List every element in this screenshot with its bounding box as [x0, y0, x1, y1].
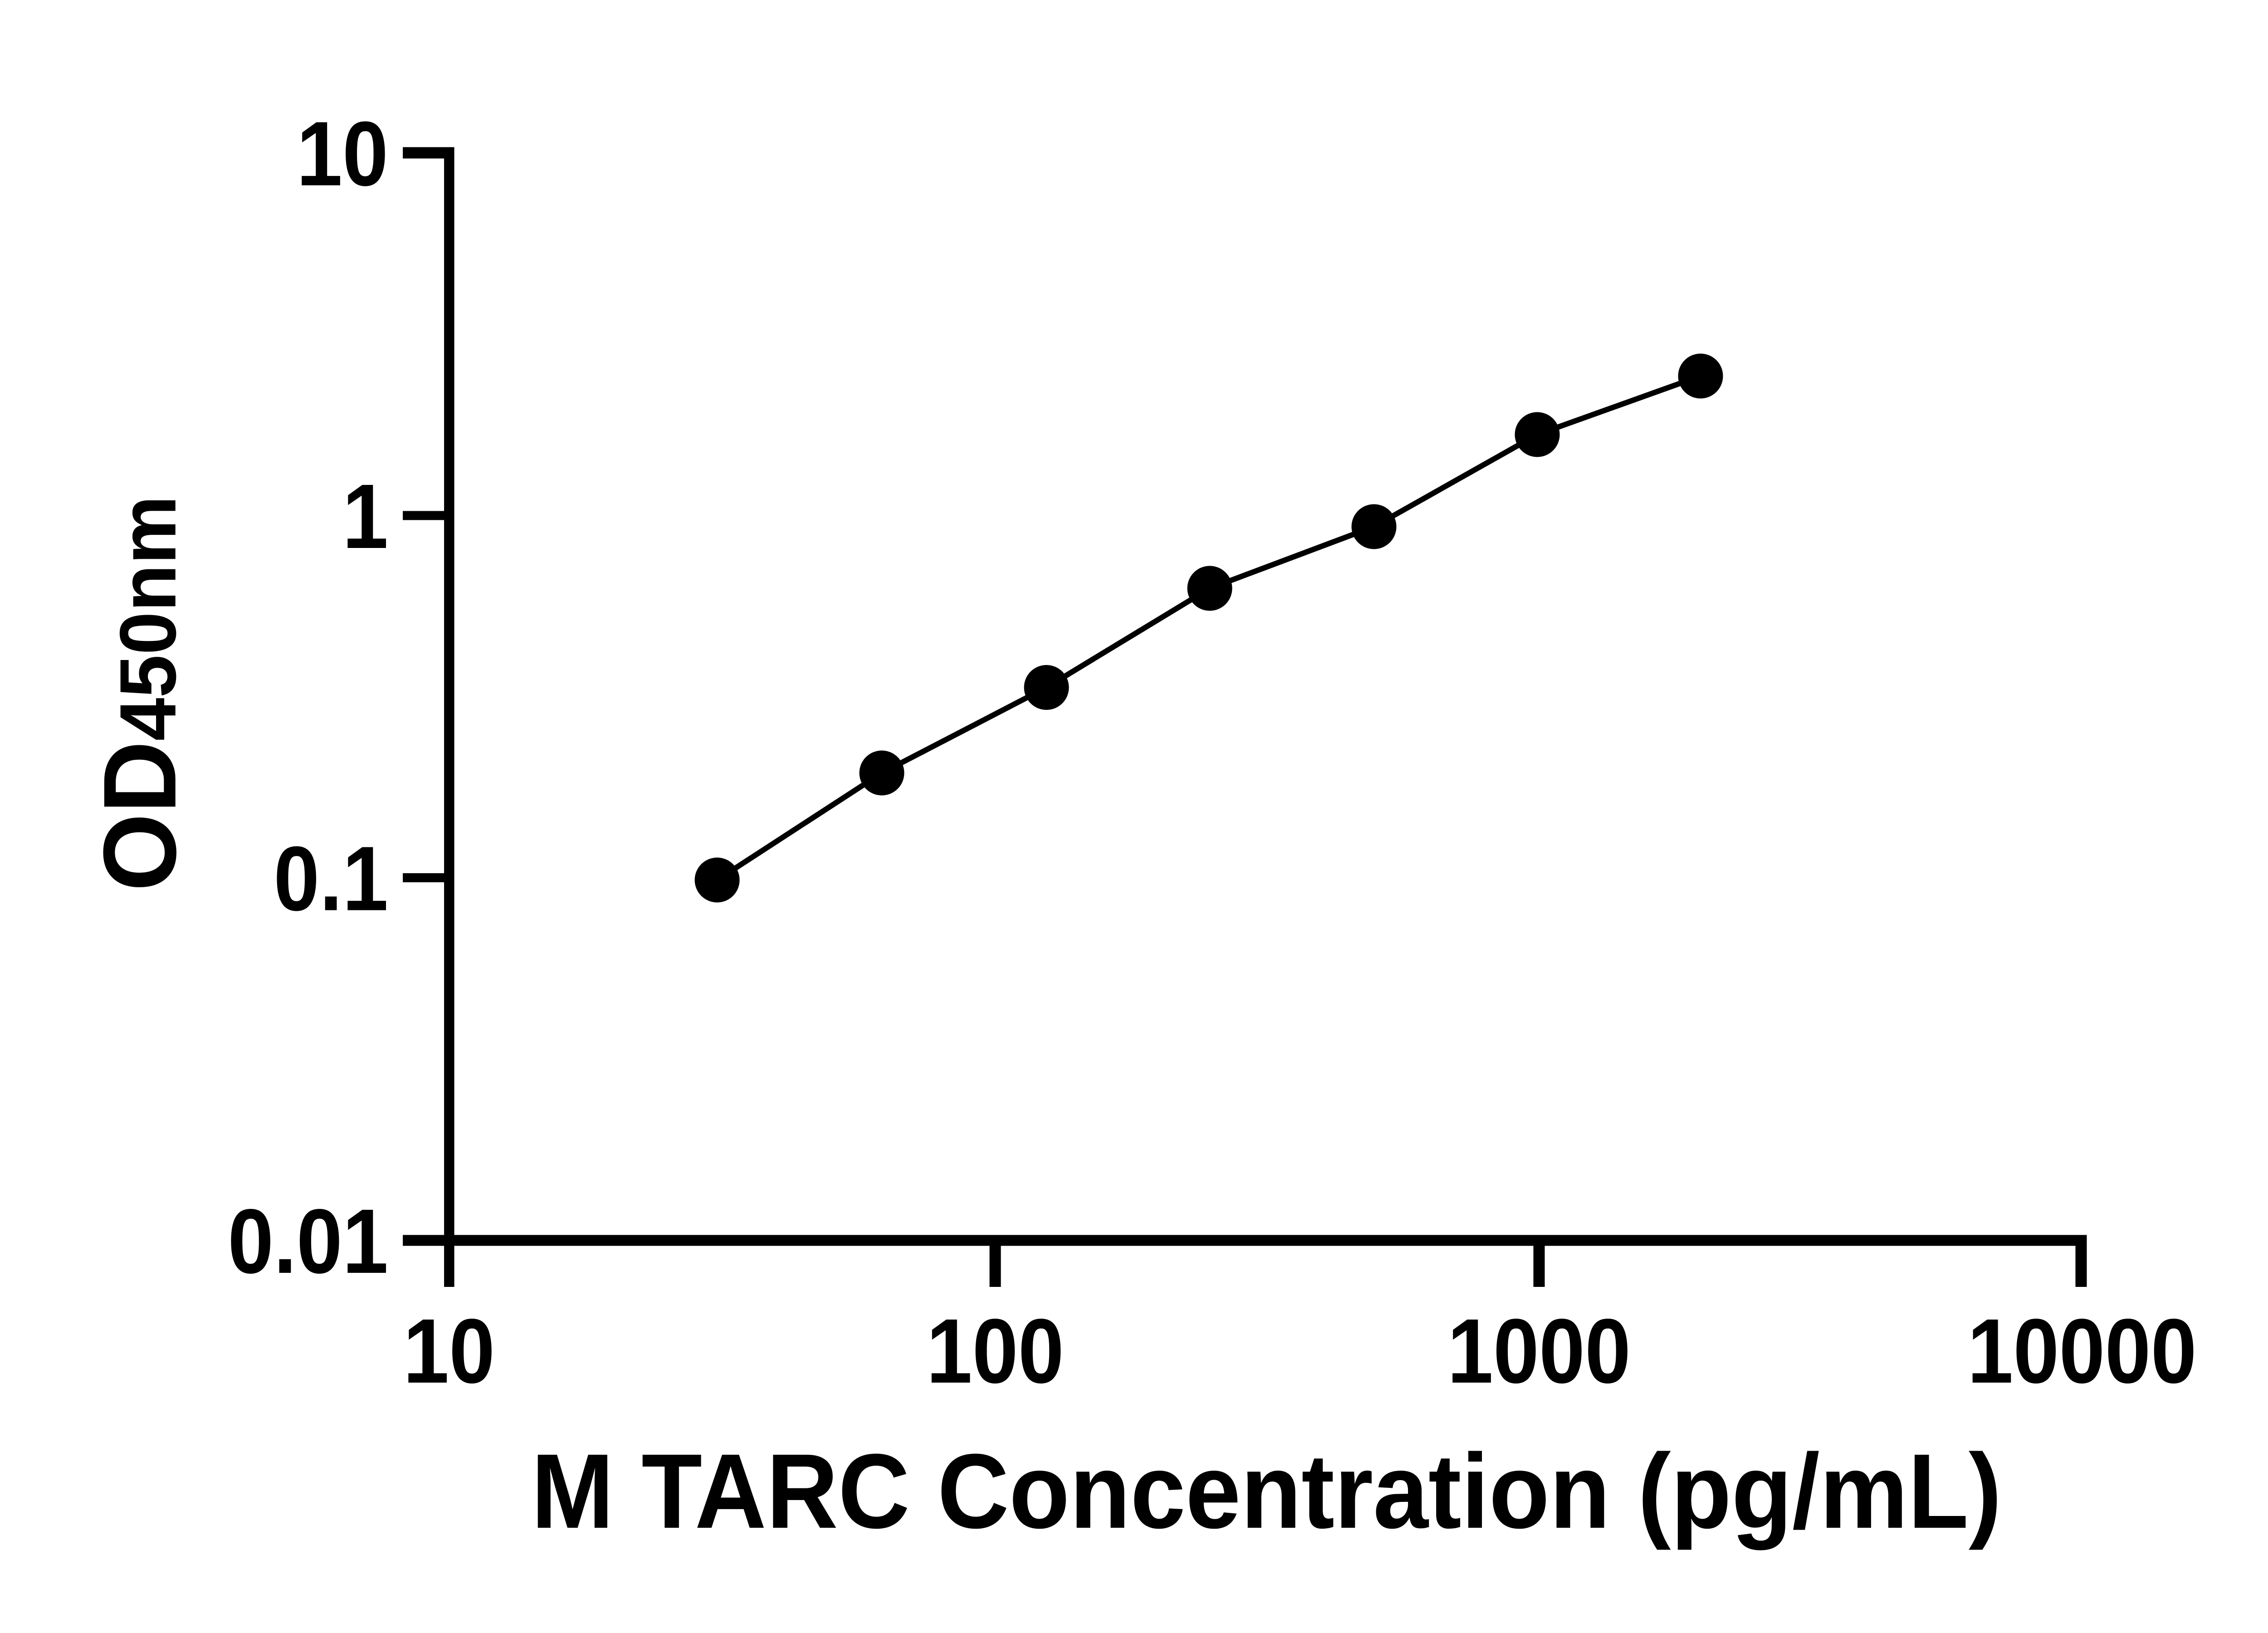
svg-text:1000: 1000 — [1447, 1300, 1631, 1402]
svg-text:1: 1 — [342, 465, 388, 567]
svg-text:100: 100 — [926, 1300, 1064, 1402]
svg-text:0.01: 0.01 — [228, 1190, 388, 1292]
svg-text:10000: 10000 — [1967, 1300, 2197, 1402]
svg-text:10: 10 — [297, 103, 388, 205]
svg-text:M TARC Concentration (pg/mL): M TARC Concentration (pg/mL) — [531, 1432, 2002, 1550]
svg-text:10: 10 — [403, 1300, 495, 1402]
svg-text:OD450nm: OD450nm — [82, 495, 198, 891]
svg-text:0.1: 0.1 — [274, 827, 388, 930]
